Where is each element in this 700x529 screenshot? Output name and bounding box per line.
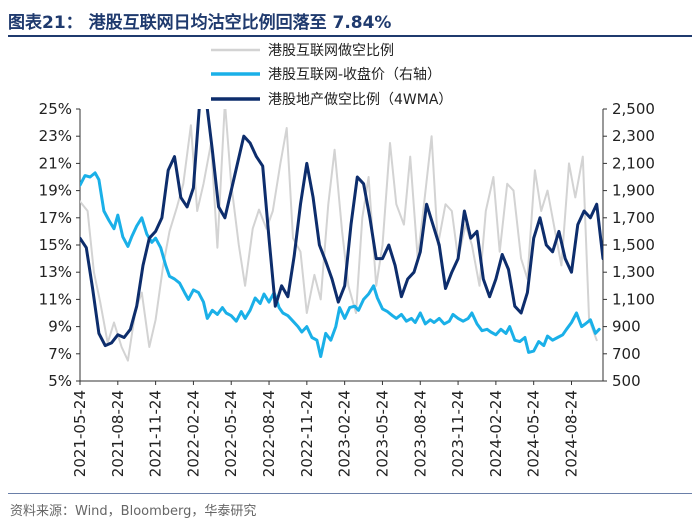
x-tick-label: 2023-02-24 (336, 390, 354, 477)
right-tick-label: 2,500 (612, 100, 655, 118)
right-tick-label: 1,700 (612, 209, 655, 227)
right-tick-label: 2,100 (612, 154, 655, 172)
footer-rule (8, 493, 692, 494)
left-tick-label: 23% (39, 127, 72, 145)
x-tick-label: 2022-11-24 (298, 390, 316, 477)
series-line-property-4wma (80, 109, 603, 348)
right-tick-label: 500 (612, 372, 641, 390)
x-tick-label: 2024-08-24 (562, 390, 580, 477)
right-tick-label: 1,100 (612, 290, 655, 308)
x-tick-label: 2021-08-24 (109, 390, 127, 477)
left-tick-label: 21% (39, 154, 72, 172)
series-layer (80, 109, 603, 362)
left-tick-label: 25% (39, 100, 72, 118)
x-tick-label: 2024-05-24 (525, 390, 543, 477)
right-tick-label: 1,300 (612, 263, 655, 281)
left-tick-label: 9% (48, 318, 72, 336)
left-tick-label: 11% (39, 290, 72, 308)
x-tick-label: 2021-05-24 (71, 390, 89, 477)
x-tick-label: 2022-08-24 (260, 390, 278, 477)
series-line-close-price (80, 171, 601, 358)
x-tick-label: 2022-02-24 (184, 390, 202, 477)
legend-label: 港股互联网-收盘价（右轴） (268, 66, 441, 83)
left-tick-label: 7% (48, 345, 72, 363)
x-tick-label: 2023-05-24 (373, 390, 391, 477)
x-tick-label: 2024-02-24 (487, 390, 505, 477)
source-note: 资料来源：Wind，Bloomberg，华泰研究 (10, 504, 257, 519)
left-tick-label: 17% (39, 209, 72, 227)
right-tick-label: 1,500 (612, 236, 655, 254)
left-tick-label: 13% (39, 263, 72, 281)
x-tick-label: 2023-08-24 (411, 390, 429, 477)
x-tick-label: 2021-11-24 (147, 390, 165, 477)
series-line-short-ratio (80, 109, 598, 362)
axes: 5% 7% 9% 11% 13% 15% 17% 19% 21% 23% 25% 500 700 900 1… (39, 100, 655, 477)
x-tick-label: 2023-11-24 (449, 390, 467, 477)
right-tick-label: 900 (612, 318, 641, 336)
x-tick-label: 2022-05-24 (222, 390, 240, 477)
right-tick-label: 700 (612, 345, 641, 363)
left-tick-label: 15% (39, 236, 72, 254)
title-rule (8, 35, 692, 37)
legend-label: 港股互联网做空比例 (268, 43, 394, 59)
right-tick-label: 2,300 (612, 127, 655, 145)
right-tick-label: 1,900 (612, 182, 655, 200)
legend-label: 港股地产做空比例（4WMA） (268, 92, 452, 108)
chart-title: 图表21： 港股互联网日均沽空比例回落至 7.84% (8, 13, 392, 33)
left-tick-label: 19% (39, 182, 72, 200)
left-tick-label: 5% (48, 372, 72, 390)
